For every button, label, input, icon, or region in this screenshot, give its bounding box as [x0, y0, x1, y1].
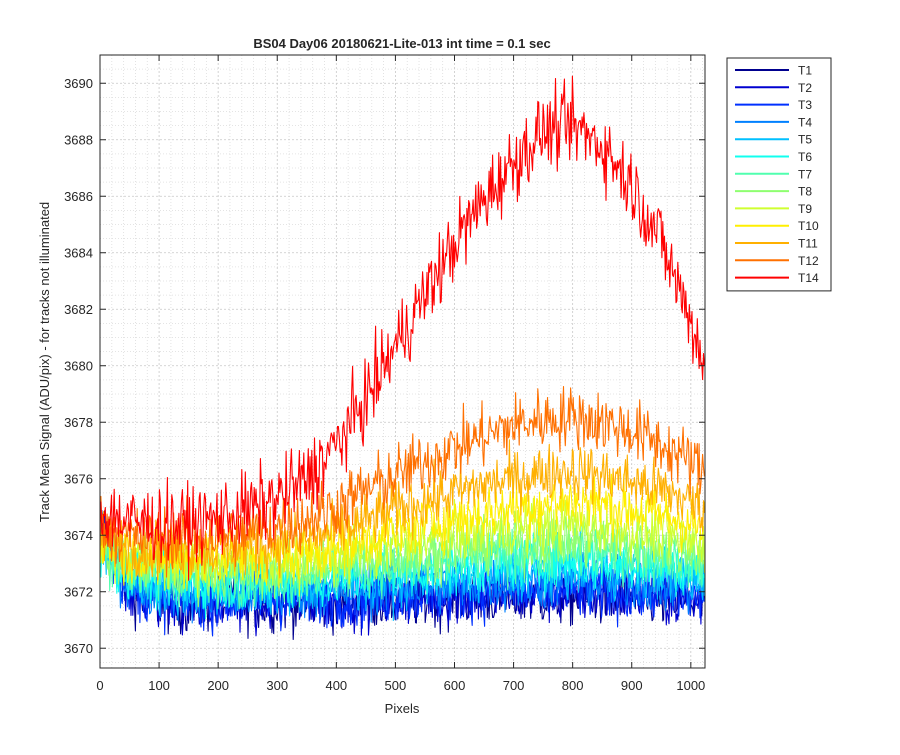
legend-label: T6	[798, 150, 812, 164]
y-tick-label: 3678	[64, 415, 93, 430]
legend-label: T9	[798, 202, 812, 216]
legend-label: T4	[798, 115, 812, 129]
x-tick-label: 400	[325, 678, 347, 693]
series-line-t12	[100, 386, 705, 578]
legend-label: T5	[798, 133, 812, 147]
y-axis: 3670 3672 3674 3676 3678 3680 3682 3684 3686 3688…	[64, 76, 705, 656]
legend-label: T7	[798, 167, 812, 181]
x-tick-label: 100	[148, 678, 170, 693]
x-tick-label: 800	[562, 678, 584, 693]
legend-label: T11	[798, 237, 818, 251]
legend-label: T10	[798, 219, 819, 233]
x-tick-label: 200	[207, 678, 229, 693]
series-layer	[100, 75, 705, 641]
x-axis-label: Pixels	[385, 701, 420, 716]
series-line-t14	[100, 75, 705, 581]
legend-label: T3	[798, 98, 812, 112]
legend-label: T2	[798, 81, 812, 95]
legend-label: T14	[798, 271, 819, 285]
x-tick-label: 600	[444, 678, 466, 693]
x-tick-label: 300	[266, 678, 288, 693]
series-line-t8	[100, 510, 705, 608]
x-tick-label: 700	[503, 678, 525, 693]
legend-label: T12	[798, 254, 819, 268]
legend-label: T8	[798, 185, 812, 199]
y-tick-label: 3682	[64, 302, 93, 317]
y-axis-label: Track Mean Signal (ADU/pix) - for tracks…	[37, 202, 52, 522]
x-tick-label: 0	[96, 678, 103, 693]
y-tick-label: 3670	[64, 641, 93, 656]
y-tick-label: 3680	[64, 359, 93, 374]
y-tick-label: 3686	[64, 189, 93, 204]
y-tick-label: 3684	[64, 246, 93, 261]
y-tick-label: 3674	[64, 528, 93, 543]
legend-label: T1	[798, 64, 812, 78]
x-tick-label: 900	[621, 678, 643, 693]
legend: T1 T2 T3 T4 T5 T6 T7 T8 T9 T10 T11 T12 T14	[726, 57, 832, 292]
series-line-t6	[100, 531, 705, 620]
x-tick-label: 1000	[676, 678, 705, 693]
y-tick-label: 3676	[64, 472, 93, 487]
x-axis: 0 100 200 300 400 500 600 700 800 900 1000	[96, 55, 705, 693]
axes-box	[99, 54, 706, 669]
y-tick-label: 3690	[64, 76, 93, 91]
y-tick-label: 3688	[64, 133, 93, 148]
chart-title: BS04 Day06 20180621-Lite-013 int time = …	[253, 36, 550, 51]
x-tick-label: 500	[385, 678, 407, 693]
y-tick-label: 3672	[64, 585, 93, 600]
series-line-t10	[100, 473, 705, 589]
